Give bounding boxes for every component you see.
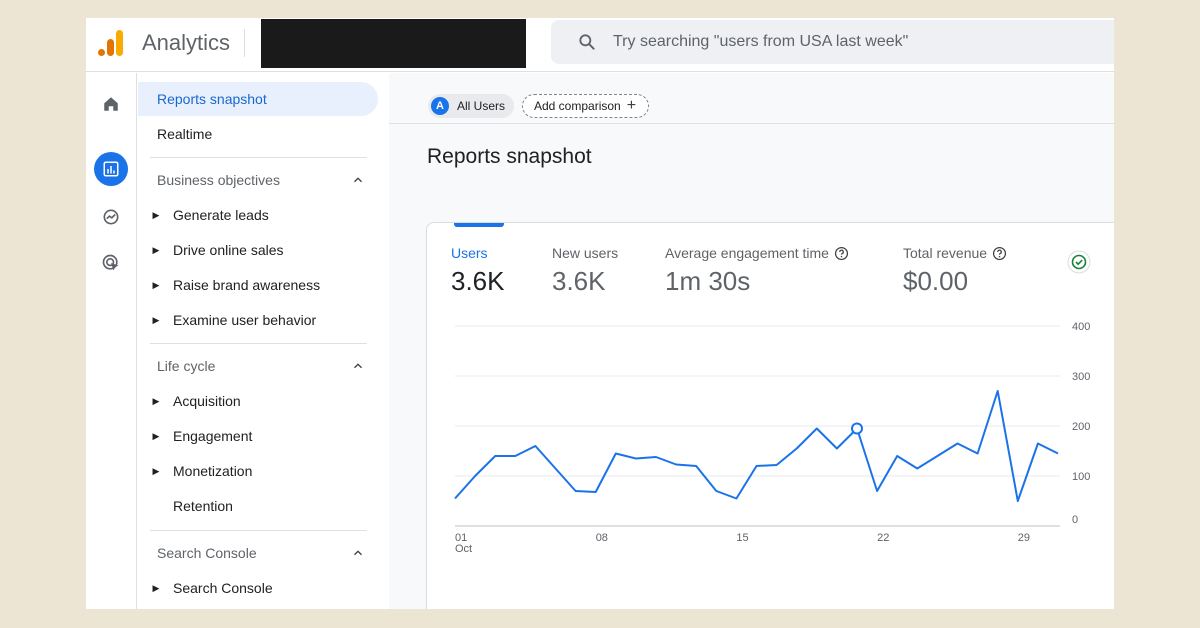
metric-value: 1m 30s	[665, 266, 751, 296]
product-name: Analytics	[142, 30, 231, 55]
x-tick-label: 08	[596, 532, 608, 544]
sidebar-item-label: Raise brand awareness	[173, 277, 321, 293]
top-bar: Analytics	[86, 18, 1114, 72]
metric-label: Users	[451, 245, 488, 261]
chevron-up-icon	[354, 550, 362, 556]
metric-label: Average engagement time	[665, 245, 829, 261]
caret-right-icon: ▶	[152, 279, 160, 290]
all-users-chip[interactable]: A All Users	[428, 94, 514, 118]
explore-icon[interactable]	[94, 200, 128, 234]
sidebar-item-examine-user-behavior[interactable]: ▶ Examine user behavior	[148, 303, 368, 337]
sidebar-item-retention[interactable]: Retention	[148, 489, 368, 523]
check-circle-icon[interactable]	[1067, 250, 1091, 274]
sidebar-divider	[150, 343, 367, 344]
button-label: Add comparison	[534, 99, 621, 113]
section-title: Business objectives	[157, 172, 280, 188]
search-icon	[579, 34, 595, 50]
header-divider	[244, 29, 245, 57]
caret-right-icon: ▶	[152, 244, 160, 255]
sidebar-item-label: Drive online sales	[173, 242, 284, 258]
sidebar-item-label: Generate leads	[173, 207, 269, 223]
active-tab-indicator	[454, 223, 504, 227]
sidebar-item-acquisition[interactable]: ▶ Acquisition	[148, 384, 368, 418]
section-life-cycle[interactable]: Life cycle	[150, 349, 367, 383]
reports-icon[interactable]	[94, 152, 128, 186]
metric-new-users[interactable]: New users 3.6K	[552, 245, 618, 297]
caret-right-icon: ▶	[152, 430, 160, 441]
chip-label: All Users	[457, 99, 506, 113]
segment-avatar: A	[431, 97, 449, 115]
x-tick-label: 01	[455, 532, 467, 544]
section-title: Search Console	[157, 545, 257, 561]
metric-label-row: Average engagement time	[665, 245, 849, 261]
users-series-line	[454, 390, 1059, 502]
chevron-up-icon	[354, 177, 362, 183]
home-icon[interactable]	[94, 87, 128, 121]
metric-total-revenue[interactable]: Total revenue $0.00	[903, 245, 1007, 297]
help-icon[interactable]	[834, 246, 849, 261]
sidebar-item-label: Realtime	[157, 126, 213, 142]
sidebar-item-reports-snapshot[interactable]: Reports snapshot	[138, 82, 378, 116]
y-tick-label: 100	[1072, 471, 1090, 483]
metric-label: New users	[552, 245, 619, 261]
sidebar-item-search-console[interactable]: ▶ Search Console	[148, 571, 368, 605]
sidebar-divider	[150, 157, 367, 158]
caret-right-icon: ▶	[152, 314, 160, 325]
x-tick-sublabel: Oct	[455, 543, 472, 555]
caret-right-icon: ▶	[152, 209, 160, 220]
overview-card: Users 3.6K New users 3.6K Average engage…	[426, 222, 1114, 609]
add-comparison-button[interactable]: Add comparison +	[522, 94, 649, 118]
sidebar-item-label: Search Console	[173, 580, 273, 596]
reports-sidebar: Reports snapshot Realtime Business objec…	[138, 73, 388, 609]
advertising-icon[interactable]	[94, 246, 128, 280]
y-tick-label: 300	[1072, 371, 1090, 383]
sidebar-item-realtime[interactable]: Realtime	[138, 117, 378, 151]
metric-value: 3.6K	[552, 266, 606, 296]
metric-label-row: Total revenue	[903, 245, 1007, 261]
redacted-account-selector[interactable]	[261, 19, 526, 68]
highlighted-data-point	[851, 422, 863, 435]
y-tick-label: 200	[1072, 421, 1090, 433]
analytics-window: Analytics	[86, 18, 1114, 609]
plus-icon: +	[626, 97, 637, 114]
metric-label: Total revenue	[903, 245, 988, 261]
main-content: A All Users Add comparison + Reports sna…	[389, 73, 1114, 609]
sidebar-item-label: Engagement	[173, 428, 253, 444]
sidebar-item-label: Retention	[173, 498, 233, 514]
x-tick-label: 22	[877, 532, 889, 544]
caret-right-icon: ▶	[152, 395, 160, 406]
metric-value: $0.00	[903, 266, 969, 296]
sidebar-item-generate-leads[interactable]: ▶ Generate leads	[148, 198, 368, 232]
y-tick-label: 0	[1072, 514, 1078, 526]
help-icon[interactable]	[992, 246, 1007, 261]
nav-rail	[86, 73, 137, 609]
analytics-logo-icon[interactable]	[96, 28, 124, 58]
search-bar[interactable]	[551, 20, 1114, 64]
sidebar-divider	[150, 530, 367, 531]
sidebar-item-label: Reports snapshot	[157, 91, 267, 107]
sidebar-item-label: Monetization	[173, 463, 253, 479]
caret-right-icon: ▶	[152, 465, 160, 476]
section-search-console[interactable]: Search Console	[150, 536, 367, 570]
section-title: Life cycle	[157, 358, 216, 374]
section-business-objectives[interactable]: Business objectives	[150, 163, 367, 197]
sidebar-item-monetization[interactable]: ▶ Monetization	[148, 454, 368, 488]
sidebar-item-label: Acquisition	[173, 393, 241, 409]
sidebar-item-label: Examine user behavior	[173, 312, 317, 328]
sidebar-item-engagement[interactable]: ▶ Engagement	[148, 419, 368, 453]
main-divider	[389, 123, 1114, 124]
caret-right-icon: ▶	[152, 582, 160, 593]
chevron-up-icon	[354, 363, 362, 369]
page-title: Reports snapshot	[427, 145, 592, 168]
sidebar-item-raise-brand-awareness[interactable]: ▶ Raise brand awareness	[148, 268, 368, 302]
metric-value: 3.6K	[451, 266, 505, 296]
metric-avg-engagement-time[interactable]: Average engagement time 1m 30s	[665, 245, 849, 297]
metric-users[interactable]: Users 3.6K	[451, 245, 505, 297]
x-tick-label: 29	[1018, 532, 1030, 544]
search-input[interactable]	[613, 20, 1093, 64]
sidebar-item-drive-online-sales[interactable]: ▶ Drive online sales	[148, 233, 368, 267]
y-tick-label: 400	[1072, 321, 1090, 333]
x-tick-label: 15	[736, 532, 748, 544]
